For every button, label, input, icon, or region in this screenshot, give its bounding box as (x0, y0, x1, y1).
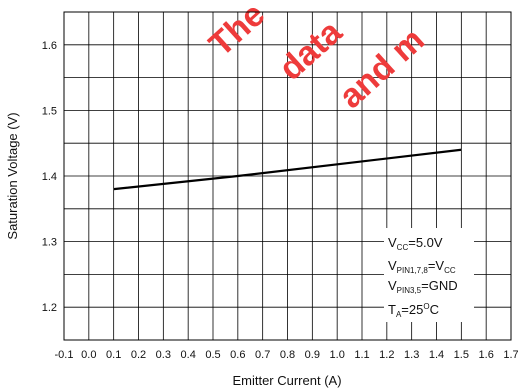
x-tick-label: 0.5 (205, 349, 220, 361)
x-tick-label: -0.1 (55, 349, 74, 361)
x-tick-label: 0.8 (280, 349, 295, 361)
watermark-line-1: The (202, 0, 272, 64)
x-tick-label: 1.7 (503, 349, 518, 361)
x-tick-label: 0.9 (305, 349, 320, 361)
x-tick-label: 0.0 (81, 349, 96, 361)
condition-vpin35: VPIN3,5=GND (388, 278, 458, 295)
watermark-line-2: data (272, 12, 350, 88)
x-tick-label: 1.5 (454, 349, 469, 361)
x-tick-label: 0.3 (156, 349, 171, 361)
series-group (113, 148, 462, 191)
y-axis-title: Saturation Voltage (V) (5, 112, 20, 239)
watermark: The data and m (202, 0, 432, 116)
y-tick-label: 1.4 (42, 171, 57, 183)
conditions-box: VCC=5.0V VPIN1,7,8=VCC VPIN3,5=GND TA=25… (384, 228, 474, 322)
y-tick-label: 1.2 (42, 302, 57, 314)
x-tick-label: 0.6 (230, 349, 245, 361)
x-tick-label: 1.4 (429, 349, 444, 361)
x-tick-label: 1.1 (354, 349, 369, 361)
x-tick-label: 1.3 (404, 349, 419, 361)
x-tick-label: 0.2 (131, 349, 146, 361)
condition-vpin178: VPIN1,7,8=VCC (388, 258, 456, 275)
y-tick-label: 1.3 (42, 237, 57, 249)
x-tick-label: 1.2 (379, 349, 394, 361)
x-tick-label: 0.1 (106, 349, 121, 361)
plot-area-border (63, 11, 512, 341)
x-tick-label: 0.4 (181, 349, 196, 361)
y-tick-label: 1.6 (42, 40, 57, 52)
x-tick-label: 1.0 (330, 349, 345, 361)
watermark-line-3: and m (332, 21, 432, 116)
x-axis-title: Emitter Current (A) (232, 373, 341, 388)
x-tick-label: 0.7 (255, 349, 270, 361)
series-line (113, 148, 462, 191)
condition-vcc: VCC=5.0V (388, 235, 443, 252)
x-tick-labels: -0.1 0.0 0.1 0.2 0.3 0.4 0.5 0.6 0.7 0.8 0.9 1.0 1.1… (55, 349, 518, 361)
x-tick-label: 1.6 (479, 349, 494, 361)
condition-ta: TA=25OC (388, 302, 439, 319)
y-tick-labels: 1.2 1.3 1.4 1.5 1.6 (42, 40, 57, 314)
y-tick-label: 1.5 (42, 105, 57, 117)
conditions-background (384, 228, 474, 322)
